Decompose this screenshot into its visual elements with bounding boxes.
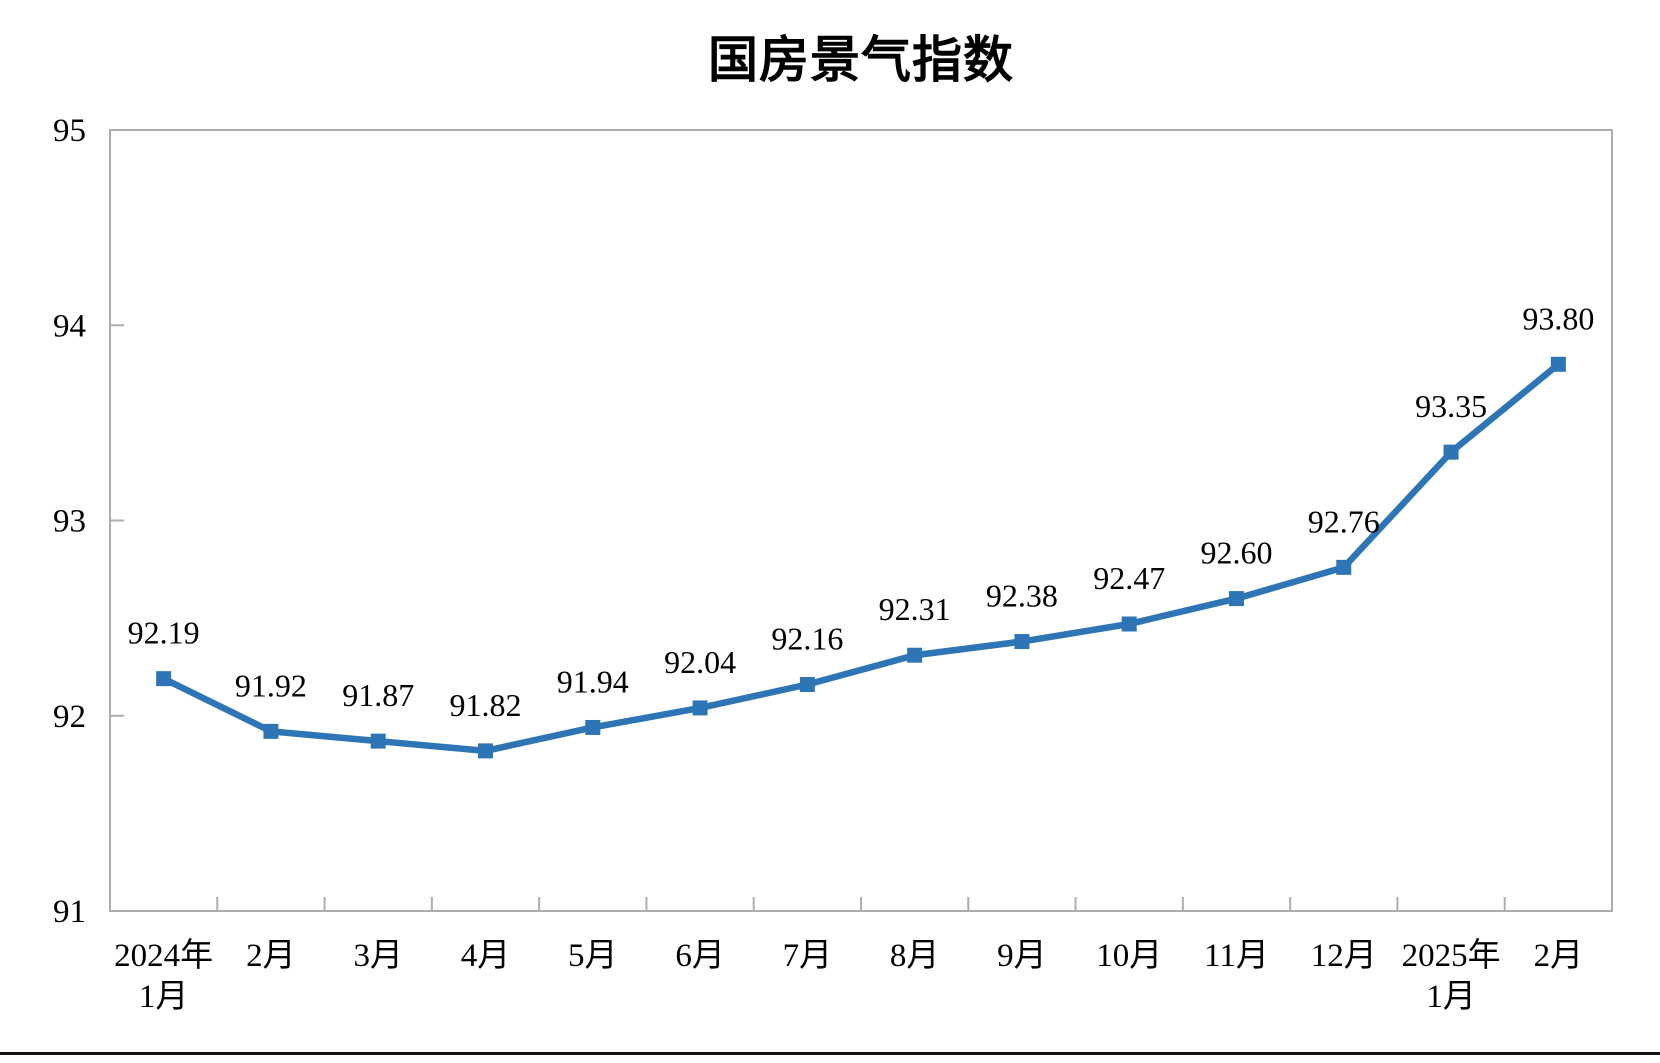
data-point-label: 92.38 <box>986 578 1058 614</box>
data-point-label: 92.47 <box>1093 560 1165 596</box>
data-point-label: 93.80 <box>1522 300 1594 336</box>
x-axis-label: 10月 <box>1096 938 1162 974</box>
chart-title: 国房景气指数 <box>708 32 1014 88</box>
data-point-label: 93.35 <box>1415 388 1487 424</box>
x-axis-label: 4月 <box>461 938 511 974</box>
x-axis-label: 12月 <box>1311 938 1377 974</box>
y-axis-label: 92 <box>53 699 86 735</box>
x-axis-label: 1月 <box>139 979 189 1015</box>
data-point-marker <box>1229 591 1244 607</box>
data-point-marker <box>585 719 601 735</box>
data-point-marker <box>370 733 386 749</box>
x-axis-label: 3月 <box>353 938 403 974</box>
data-point-label: 92.19 <box>128 615 200 651</box>
data-point-marker <box>1121 616 1137 632</box>
data-point-marker <box>799 677 815 693</box>
data-point-label: 92.60 <box>1201 535 1273 571</box>
data-point-label: 91.92 <box>235 667 307 703</box>
x-axis-label: 2025年 <box>1402 937 1501 974</box>
data-point-marker <box>692 700 708 716</box>
data-point-label: 91.87 <box>342 677 414 713</box>
data-point-label: 92.16 <box>771 621 843 657</box>
x-axis-label: 8月 <box>890 938 940 974</box>
x-axis-label: 11月 <box>1204 938 1269 974</box>
data-point-marker <box>156 671 172 687</box>
data-point-marker <box>1550 356 1566 372</box>
x-axis-label: 5月 <box>568 938 618 974</box>
bottom-divider <box>0 1052 1660 1055</box>
data-point-label: 92.04 <box>664 644 736 680</box>
data-point-marker <box>1336 559 1352 575</box>
data-point-marker <box>1014 634 1030 650</box>
data-point-marker <box>478 743 493 759</box>
y-axis-label: 91 <box>53 894 86 930</box>
x-axis-label: 7月 <box>783 938 833 974</box>
data-point-marker <box>1443 444 1459 460</box>
x-axis-label: 1月 <box>1426 979 1476 1015</box>
data-point-label: 91.94 <box>557 663 629 699</box>
data-point-marker <box>907 647 923 663</box>
x-axis-label: 2024年 <box>114 937 213 974</box>
x-axis-label: 2月 <box>1534 938 1584 974</box>
data-point-marker <box>263 723 279 739</box>
y-axis-label: 95 <box>53 113 86 149</box>
data-line <box>160 361 1562 755</box>
x-axis-label: 9月 <box>997 938 1047 974</box>
x-axis-label: 2月 <box>246 938 296 974</box>
data-point-label: 91.82 <box>450 687 522 723</box>
data-point-label: 92.76 <box>1308 503 1380 539</box>
y-axis-label: 93 <box>53 504 86 540</box>
x-axis-label: 6月 <box>675 938 725 974</box>
y-axis-label: 94 <box>53 308 86 344</box>
data-point-label: 92.31 <box>879 591 951 627</box>
